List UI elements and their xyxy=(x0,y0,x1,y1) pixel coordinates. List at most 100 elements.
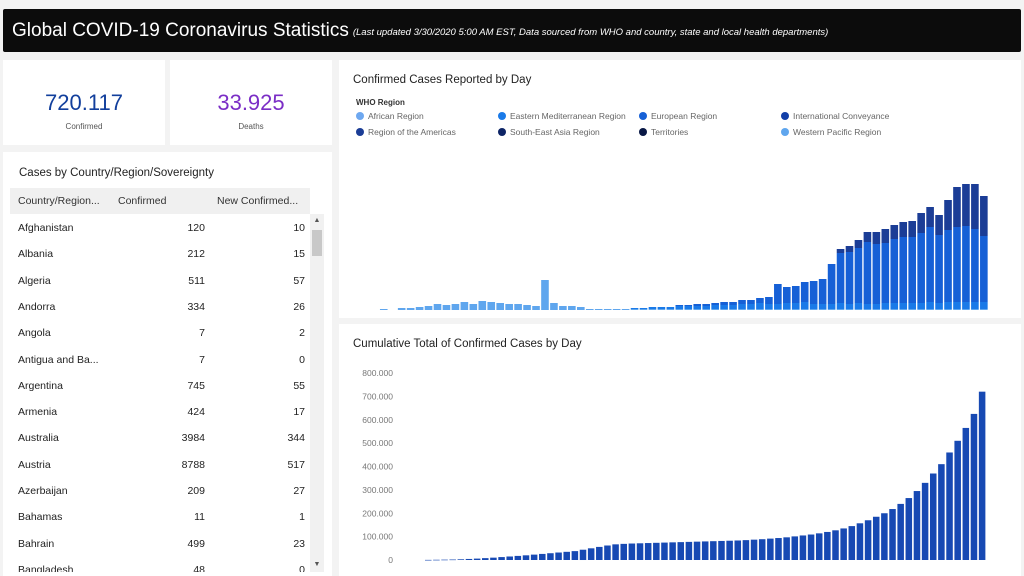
cumulative-bar[interactable] xyxy=(840,528,847,560)
daily-bar-segment[interactable] xyxy=(523,305,531,310)
cumulative-bar[interactable] xyxy=(677,542,685,560)
daily-bar-segment[interactable] xyxy=(675,306,684,309)
daily-bar-segment[interactable] xyxy=(657,309,666,310)
daily-bar-segment[interactable] xyxy=(756,303,764,309)
cumulative-bar[interactable] xyxy=(929,473,937,560)
daily-bar-segment[interactable] xyxy=(944,230,952,302)
cumulative-bar[interactable] xyxy=(832,530,839,560)
daily-bar-segment[interactable] xyxy=(962,302,970,309)
daily-bar-segment[interactable] xyxy=(836,309,845,310)
cumulative-bar[interactable] xyxy=(856,523,864,560)
daily-bar-segment[interactable] xyxy=(568,306,576,310)
cumulative-bar[interactable] xyxy=(726,540,733,560)
daily-bar-segment[interactable] xyxy=(890,225,899,239)
cumulative-bar[interactable] xyxy=(718,540,725,560)
daily-bar-segment[interactable] xyxy=(783,303,791,309)
daily-bar-segment[interactable] xyxy=(926,227,934,302)
table-body[interactable]: Afghanistan 120 10 Albania 212 15 Algeria 511 57… xyxy=(10,214,310,572)
daily-bar-segment[interactable] xyxy=(980,196,988,236)
daily-bar-segment[interactable] xyxy=(406,308,415,310)
daily-bar-segment[interactable] xyxy=(666,309,675,310)
daily-bar-segment[interactable] xyxy=(666,307,675,309)
daily-bar-segment[interactable] xyxy=(971,309,979,310)
cumulative-bar[interactable] xyxy=(970,413,978,560)
daily-bar-segment[interactable] xyxy=(684,309,693,310)
daily-bar-segment[interactable] xyxy=(881,243,890,303)
daily-bar-segment[interactable] xyxy=(836,303,845,309)
cumulative-bar[interactable] xyxy=(799,535,807,560)
daily-bar-segment[interactable] xyxy=(765,304,773,309)
daily-bar-segment[interactable] xyxy=(424,306,433,310)
legend-item[interactable]: South-East Asia Region xyxy=(498,127,600,137)
daily-bar-segment[interactable] xyxy=(935,309,943,310)
table-row[interactable]: Australia 3984 344 xyxy=(10,424,310,450)
legend-item[interactable]: Eastern Mediterranean Region xyxy=(498,111,626,121)
cumulative-bar[interactable] xyxy=(498,557,505,560)
daily-bar-segment[interactable] xyxy=(926,309,934,310)
daily-bar-segment[interactable] xyxy=(962,184,970,226)
cumulative-bar[interactable] xyxy=(693,541,701,560)
daily-bar-segment[interactable] xyxy=(953,309,961,310)
cumulative-bar[interactable] xyxy=(962,427,970,560)
table-row[interactable]: Angola 7 2 xyxy=(10,319,310,345)
daily-bar-segment[interactable] xyxy=(478,301,487,310)
daily-bar-segment[interactable] xyxy=(818,279,827,304)
daily-bar-segment[interactable] xyxy=(702,304,710,306)
daily-bar-segment[interactable] xyxy=(756,298,764,303)
daily-bar-segment[interactable] xyxy=(550,303,558,310)
daily-bar-segment[interactable] xyxy=(917,213,925,233)
cumulative-bar[interactable] xyxy=(758,539,766,560)
cumulative-bar[interactable] xyxy=(978,391,986,560)
cumulative-bar[interactable] xyxy=(449,559,456,561)
daily-bar-segment[interactable] xyxy=(738,304,746,309)
cumulative-bar[interactable] xyxy=(587,548,595,560)
daily-bar-segment[interactable] xyxy=(648,309,657,310)
daily-bar-segment[interactable] xyxy=(944,200,952,230)
daily-bar-segment[interactable] xyxy=(379,309,388,310)
daily-bar-segment[interactable] xyxy=(693,309,702,310)
daily-bar-segment[interactable] xyxy=(747,304,755,309)
cumulative-bar[interactable] xyxy=(775,538,782,560)
daily-bar-segment[interactable] xyxy=(585,309,594,310)
daily-bar-segment[interactable] xyxy=(415,307,424,310)
daily-bar-segment[interactable] xyxy=(872,244,881,304)
daily-bar-segment[interactable] xyxy=(469,304,478,310)
daily-bar-segment[interactable] xyxy=(684,306,693,309)
cumulative-bar[interactable] xyxy=(864,520,872,560)
daily-bar-segment[interactable] xyxy=(953,227,961,302)
cumulative-bar[interactable] xyxy=(628,543,636,560)
cumulative-bar[interactable] xyxy=(620,543,627,560)
cumulative-bar[interactable] xyxy=(815,533,823,560)
daily-bar-segment[interactable] xyxy=(639,308,648,309)
cumulative-bar[interactable] xyxy=(547,553,554,560)
daily-bar-segment[interactable] xyxy=(433,304,442,310)
daily-bar-segment[interactable] xyxy=(460,302,469,310)
daily-bar-segment[interactable] xyxy=(917,309,925,310)
legend-item[interactable]: Territories xyxy=(639,127,688,137)
cumulative-bar[interactable] xyxy=(604,545,611,560)
daily-bar-segment[interactable] xyxy=(917,303,925,309)
cumulative-bar[interactable] xyxy=(954,440,961,560)
daily-bar-segment[interactable] xyxy=(890,303,899,309)
daily-bar-segment[interactable] xyxy=(738,309,746,310)
daily-bar-segment[interactable] xyxy=(854,240,863,248)
daily-bar-segment[interactable] xyxy=(729,305,737,309)
daily-bar-segment[interactable] xyxy=(729,309,737,310)
cumulative-bar[interactable] xyxy=(897,503,904,560)
cumulative-bar[interactable] xyxy=(457,559,465,560)
table-row[interactable]: Algeria 511 57 xyxy=(10,267,310,293)
column-header-new-confirmed[interactable]: New Confirmed... xyxy=(217,195,299,207)
daily-bar-segment[interactable] xyxy=(711,309,719,310)
daily-bar-segment[interactable] xyxy=(935,303,943,309)
cumulative-bar[interactable] xyxy=(514,555,522,560)
cumulative-bar[interactable] xyxy=(661,542,668,560)
legend-item[interactable]: Western Pacific Region xyxy=(781,127,881,137)
column-header-country[interactable]: Country/Region... xyxy=(18,195,100,207)
daily-bar-segment[interactable] xyxy=(854,303,863,309)
daily-bar-segment[interactable] xyxy=(809,304,818,309)
cumulative-bar[interactable] xyxy=(596,546,603,560)
cumulative-bar[interactable] xyxy=(636,543,644,560)
daily-bar-segment[interactable] xyxy=(863,309,872,310)
daily-bar-segment[interactable] xyxy=(720,302,728,305)
daily-bar-segment[interactable] xyxy=(980,236,988,302)
